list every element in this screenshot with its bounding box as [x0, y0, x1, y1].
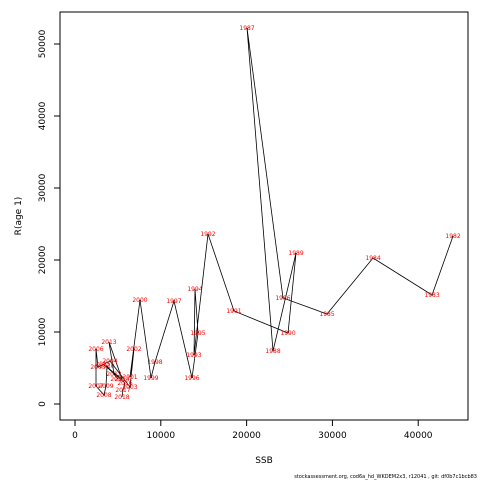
x-tick-label: 20000: [232, 431, 261, 441]
point-label: 1994: [187, 286, 202, 293]
point-label: 1999: [143, 375, 158, 382]
y-axis-label: R(age 1): [14, 197, 24, 236]
point-label: 2012: [106, 371, 121, 378]
point-label: 2008: [96, 392, 111, 399]
point-label: 1984: [365, 255, 380, 262]
point-label: 2013: [101, 339, 116, 346]
point-label: 1983: [424, 292, 439, 299]
point-label: 1990: [280, 330, 295, 337]
point-label: 2018: [114, 394, 129, 401]
point-label: 1989: [288, 250, 303, 257]
x-tick-label: 30000: [318, 431, 347, 441]
series-line: [95, 27, 454, 398]
point-label: 2014: [114, 376, 129, 383]
point-label: 1986: [275, 295, 290, 302]
point-label: 1996: [184, 375, 199, 382]
point-label: 2001: [122, 374, 137, 381]
point-label: 2002: [126, 346, 141, 353]
point-label: 2009: [98, 383, 113, 390]
plot-frame: [59, 11, 469, 421]
x-tick-label: 10000: [146, 431, 175, 441]
point-label: 1997: [166, 298, 181, 305]
footer: stockassessment.org, cod6a_hd_WKDEM2x3, …: [294, 474, 477, 480]
point-label: 1982: [445, 233, 460, 240]
point-label: 2011: [110, 376, 125, 383]
point-label: 2010: [99, 363, 114, 370]
point-label: 2007: [88, 383, 103, 390]
point-label: 1985: [319, 311, 334, 318]
y-tick-label: 50000: [38, 29, 48, 58]
point-label: 1987: [239, 25, 254, 32]
x-axis-label: SSB: [255, 456, 273, 466]
x-tick-label: 40000: [404, 431, 433, 441]
point-label: 2017: [115, 387, 130, 394]
point-label: 1988: [265, 348, 280, 355]
point-label: 1992: [200, 231, 215, 238]
point-label: 2005: [90, 364, 105, 371]
point-label: 2000: [132, 297, 147, 304]
point-label: 1995: [190, 330, 205, 337]
y-tick-label: 20000: [38, 245, 48, 274]
point-label: 2006: [88, 346, 103, 353]
point-label: 2004: [102, 358, 117, 365]
y-tick-label: 40000: [38, 101, 48, 130]
point-label: 1991: [226, 308, 241, 315]
y-tick-label: 0: [38, 401, 48, 407]
point-label: 1993: [186, 352, 201, 359]
point-label: 1998: [147, 359, 162, 366]
y-tick-label: 10000: [38, 317, 48, 346]
point-label: 2003: [122, 384, 137, 391]
y-tick-label: 30000: [38, 173, 48, 202]
x-tick-label: 0: [72, 431, 78, 441]
point-label: 2016: [117, 380, 132, 387]
point-label: 2015: [95, 361, 110, 368]
